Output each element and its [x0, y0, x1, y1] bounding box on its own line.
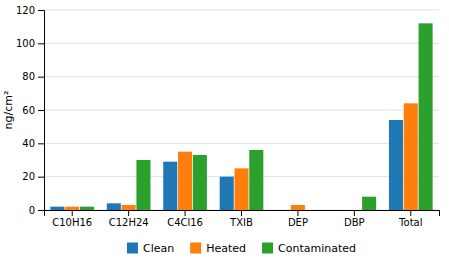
legend-label: Clean: [143, 242, 174, 255]
y-tick: 80: [22, 71, 44, 82]
grid-line: [44, 76, 439, 77]
bar: [404, 103, 418, 210]
bar: [178, 152, 192, 210]
legend-swatch: [262, 243, 273, 254]
x-axis-line: [45, 211, 440, 217]
y-tick-label: 60: [22, 105, 35, 116]
legend-item: Contaminated: [262, 242, 356, 255]
y-tick: 100: [16, 38, 44, 49]
legend-label: Heated: [206, 242, 246, 255]
x-tick: DEP: [288, 210, 308, 228]
legend-item: Clean: [127, 242, 174, 255]
x-tick-mark: [72, 210, 73, 216]
y-tick-label: 120: [16, 5, 35, 16]
bar: [220, 177, 234, 210]
x-tick: Total: [398, 210, 422, 228]
x-tick-label: DBP: [344, 217, 365, 228]
bar: [80, 207, 94, 210]
x-tick-label: C12H24: [109, 217, 149, 228]
bar: [65, 207, 79, 210]
legend-label: Contaminated: [278, 242, 356, 255]
legend-swatch: [127, 243, 138, 254]
x-tick-mark: [128, 210, 129, 216]
bar: [276, 210, 290, 211]
bar-series: [80, 23, 433, 210]
y-tick-label: 40: [22, 138, 35, 149]
bar-series: [50, 120, 403, 210]
chart-container: 0 20 40 60 80 100 120 C10H16 C12H24 C4Cl16 TXIB DEP…: [0, 0, 449, 266]
y-tick-mark: [38, 77, 44, 78]
plot-area: 0 20 40 60 80 100 120 C10H16 C12H24 C4Cl16 TXIB DEP…: [16, 5, 440, 228]
x-tick-mark: [297, 210, 298, 216]
grid-line: [44, 43, 439, 44]
y-tick: 20: [22, 171, 44, 182]
y-axis-line: [38, 11, 45, 211]
grid: [44, 10, 439, 210]
bar: [122, 205, 136, 210]
bar: [107, 203, 121, 210]
x-tick-mark: [410, 210, 411, 216]
y-tick-mark: [38, 10, 44, 11]
y-tick: 60: [22, 105, 44, 116]
grid-line: [44, 10, 439, 11]
y-tick-mark: [38, 177, 44, 178]
y-axis-title: ng/cm²: [2, 91, 15, 130]
grid-line: [44, 143, 439, 144]
bar: [306, 210, 320, 211]
bar: [333, 210, 347, 211]
bar: [419, 23, 433, 210]
x-tick-label: DEP: [288, 217, 308, 228]
x-tick-mark: [241, 210, 242, 216]
y-tick-mark: [38, 143, 44, 144]
bar: [193, 155, 207, 210]
bars: [50, 23, 432, 210]
bar: [291, 205, 305, 210]
y-axis: 0 20 40 60 80 100 120: [16, 5, 45, 216]
x-tick-label: Total: [398, 217, 422, 228]
x-tick-label: C10H16: [52, 217, 92, 228]
y-tick-mark: [38, 43, 44, 44]
bar: [163, 162, 177, 210]
bar: [249, 150, 263, 210]
y-tick-mark: [38, 210, 44, 211]
x-tick-label: TXIB: [229, 217, 253, 228]
y-tick: 120: [16, 5, 44, 16]
y-tick: 0: [29, 205, 44, 216]
y-tick: 40: [22, 138, 44, 149]
y-tick-label: 0: [29, 205, 35, 216]
bar: [50, 207, 64, 210]
legend: Clean Heated Contaminated: [127, 242, 356, 255]
x-tick-mark: [185, 210, 186, 216]
bar: [362, 197, 376, 210]
bar: [389, 120, 403, 210]
x-tick-label: C4Cl16: [167, 217, 203, 228]
y-tick-label: 20: [22, 171, 35, 182]
chart-svg: 0 20 40 60 80 100 120 C10H16 C12H24 C4Cl16 TXIB DEP…: [0, 0, 449, 266]
x-tick: C12H24: [109, 210, 149, 228]
legend-swatch: [190, 243, 201, 254]
y-tick-mark: [38, 110, 44, 111]
x-tick: TXIB: [229, 210, 253, 228]
bar: [136, 160, 150, 210]
y-tick-label: 100: [16, 38, 35, 49]
legend-item: Heated: [190, 242, 246, 255]
x-tick: C4Cl16: [167, 210, 203, 228]
x-tick: C10H16: [52, 210, 92, 228]
bar-series: [65, 103, 418, 210]
y-tick-label: 80: [22, 71, 35, 82]
bar: [347, 210, 361, 211]
x-tick-mark: [354, 210, 355, 216]
bar: [234, 168, 248, 210]
x-tick: DBP: [344, 210, 365, 228]
grid-line: [44, 110, 439, 111]
x-axis: C10H16 C12H24 C4Cl16 TXIB DEP DBP Total: [45, 210, 440, 228]
